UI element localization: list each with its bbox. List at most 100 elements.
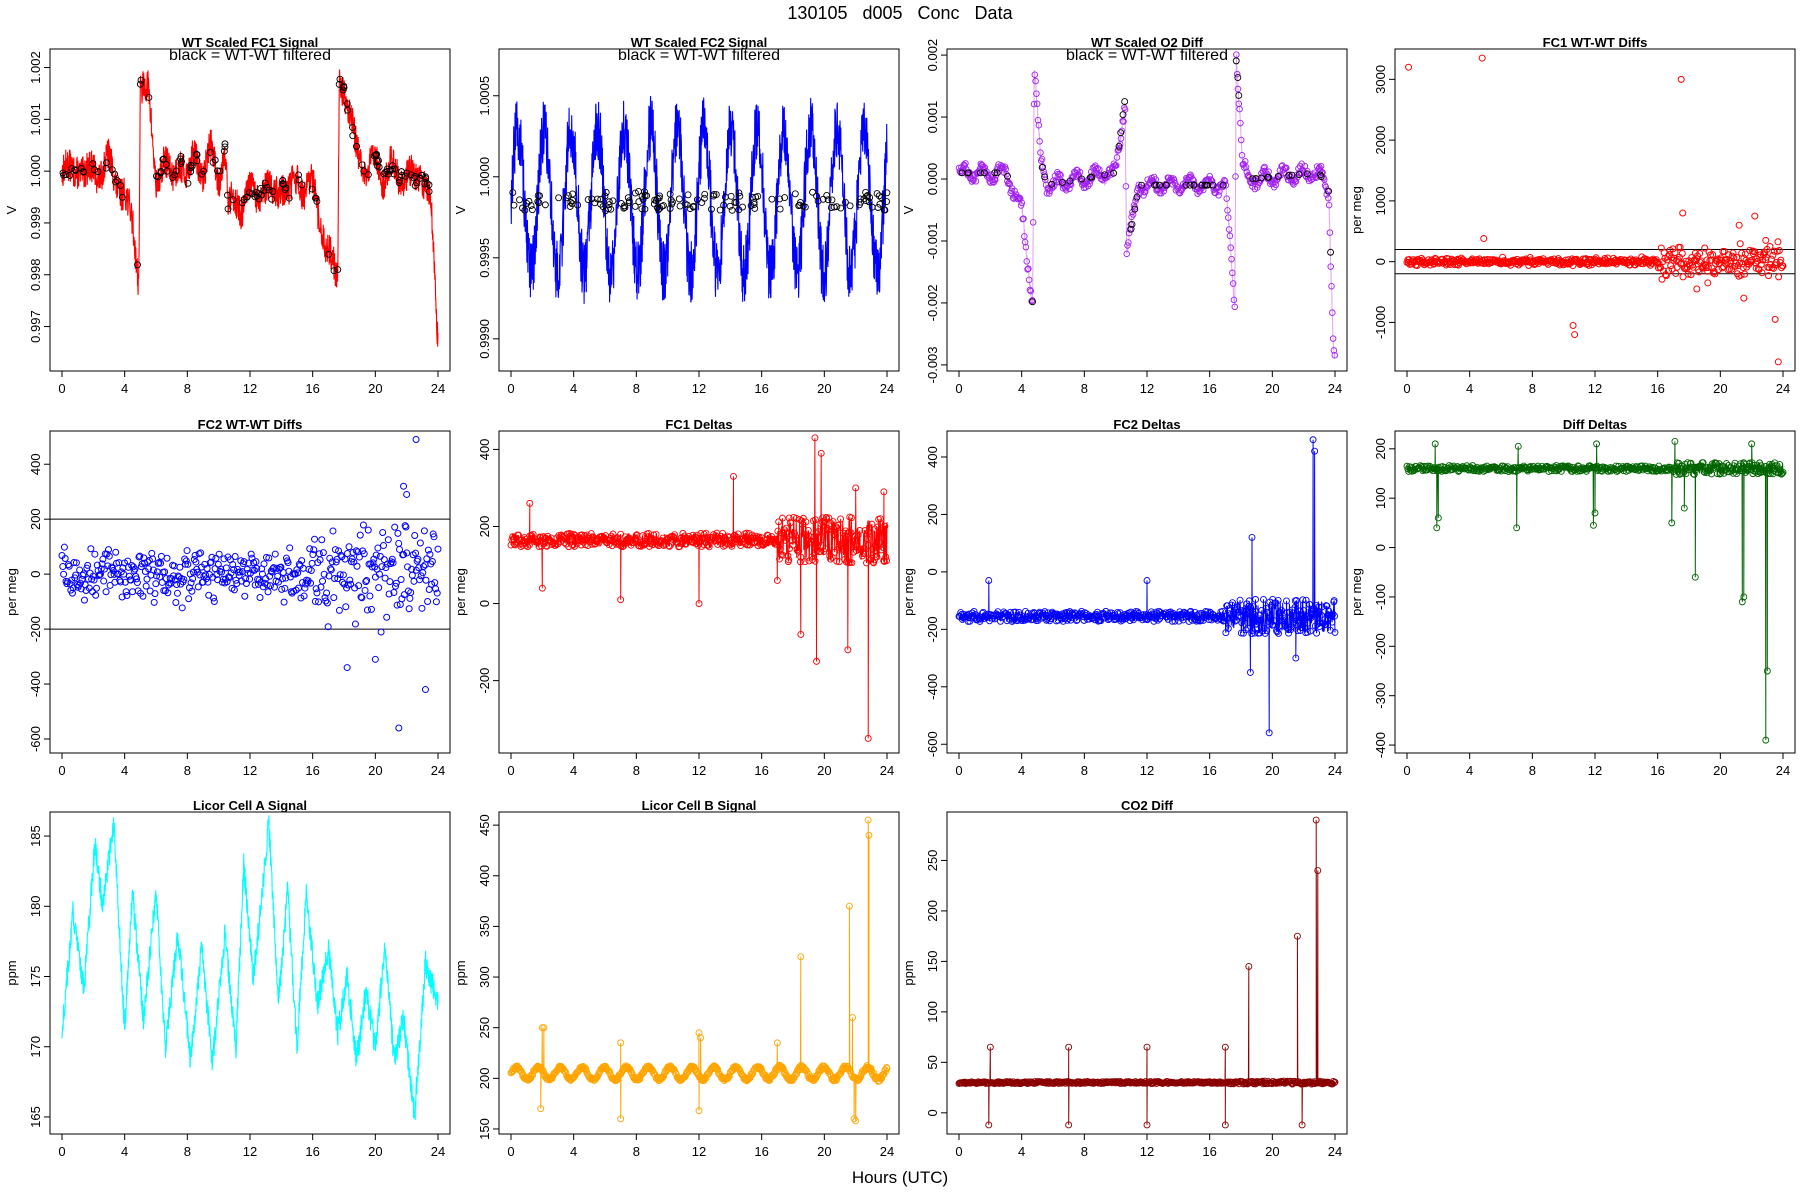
series-marker: [1223, 195, 1230, 202]
scatter-point: [91, 550, 99, 558]
series-marker: [1236, 105, 1243, 113]
filtered-marker: [113, 177, 121, 185]
series-marker: [1298, 624, 1306, 632]
filtered-marker: [828, 196, 836, 204]
scatter-point: [1696, 249, 1704, 257]
scatter-point: [1671, 249, 1679, 257]
series-marker: [570, 530, 578, 538]
filtered-marker: [1152, 181, 1160, 189]
y-tick-label: 300: [477, 966, 492, 988]
scatter-point: [284, 559, 292, 567]
series-marker: [1237, 136, 1245, 144]
series-marker: [626, 1065, 634, 1073]
filtered-marker: [387, 166, 395, 174]
filtered-marker: [160, 155, 168, 163]
filtered-marker: [172, 167, 180, 175]
series-marker: [856, 1074, 864, 1082]
series-markers: [507, 816, 891, 1125]
filtered-marker: [781, 194, 789, 202]
x-tick-label: 20: [817, 763, 831, 778]
scatter-point: [158, 578, 166, 586]
series-marker: [849, 1014, 856, 1022]
series-marker: [666, 543, 673, 550]
filtered-marker: [569, 196, 577, 204]
y-tick-label: -0.002: [925, 285, 940, 322]
x-tick-label: 8: [184, 763, 191, 778]
scatter-point: [1711, 270, 1719, 278]
filtered-marker: [349, 123, 356, 131]
series-marker: [1741, 461, 1749, 469]
series-marker: [1278, 606, 1285, 614]
series-marker: [827, 555, 834, 563]
series-marker: [867, 1065, 875, 1072]
y-tick-label: 450: [477, 814, 492, 836]
series-marker: [1096, 166, 1103, 173]
scatter-point: [345, 543, 353, 551]
series-marker: [972, 178, 980, 185]
x-axis: 0 4 8 12 16 20 24: [955, 1134, 1342, 1159]
filtered-marker: [1325, 187, 1333, 195]
scatter-point: [100, 577, 108, 585]
panel-title: FC2 Deltas: [1113, 417, 1180, 432]
filtered-marker: [814, 197, 822, 205]
scatter-point: [379, 542, 387, 550]
scatter-point: [157, 552, 165, 560]
scatter-point: [421, 561, 429, 569]
y-tick-label: -400: [28, 671, 43, 697]
filtered-marker: [509, 189, 517, 197]
series-marker: [645, 530, 653, 537]
series-marker: [1317, 162, 1325, 170]
scatter-point: [339, 571, 347, 579]
series-marker: [713, 1064, 721, 1072]
series-marker: [1779, 468, 1787, 476]
series-marker: [1318, 169, 1326, 177]
series-marker: [1274, 596, 1282, 604]
series-marker: [1265, 729, 1273, 737]
scatter-point: [1709, 251, 1717, 259]
series-marker: [829, 518, 837, 525]
scatter-point: [265, 554, 273, 562]
series-marker: [1306, 627, 1314, 635]
series-marker: [571, 542, 579, 550]
plot-area: [955, 436, 1339, 737]
series-marker: [1056, 171, 1064, 178]
x-tick-label: 0: [955, 1144, 962, 1159]
y-tick-label: -200: [925, 616, 940, 642]
outlier-point: [1677, 75, 1685, 83]
series-marker: [824, 526, 832, 534]
y-tick-label: 1.000: [28, 155, 43, 188]
scatter-point: [316, 556, 324, 564]
plot-area: [50, 435, 450, 732]
filtered-marker: [336, 75, 344, 83]
page-header: 130105 d005 Conc Data: [0, 0, 1800, 30]
filtered-marker: [980, 169, 988, 177]
scatter-point: [210, 594, 218, 602]
x-tick-label: 12: [1140, 381, 1154, 396]
filtered-marker: [1138, 181, 1146, 189]
filtered-marker: [252, 188, 260, 196]
series-marker: [1762, 736, 1770, 744]
filtered-marker: [876, 200, 884, 208]
x-tick-label: 16: [754, 1144, 768, 1159]
chart-panel-3: 0 4 8 12 16 20 24-0.003-0.002-0.0010.0000.0010…: [901, 35, 1348, 396]
series-marker: [527, 536, 535, 544]
filtered-marker: [1029, 298, 1036, 306]
scatter-point: [95, 572, 103, 580]
series-marker: [1192, 616, 1200, 624]
filtered-marker: [298, 181, 306, 189]
series-marker: [1248, 630, 1256, 638]
series-marker: [862, 550, 870, 558]
series-marker: [1777, 470, 1785, 478]
series-marker: [1154, 616, 1162, 624]
y-axis-label: per meg: [4, 568, 19, 616]
series-marker: [1273, 628, 1281, 636]
series-marker: [517, 543, 525, 550]
x-tick-label: 0: [507, 381, 514, 396]
series-marker: [1254, 618, 1262, 626]
filtered-marker: [281, 186, 289, 194]
